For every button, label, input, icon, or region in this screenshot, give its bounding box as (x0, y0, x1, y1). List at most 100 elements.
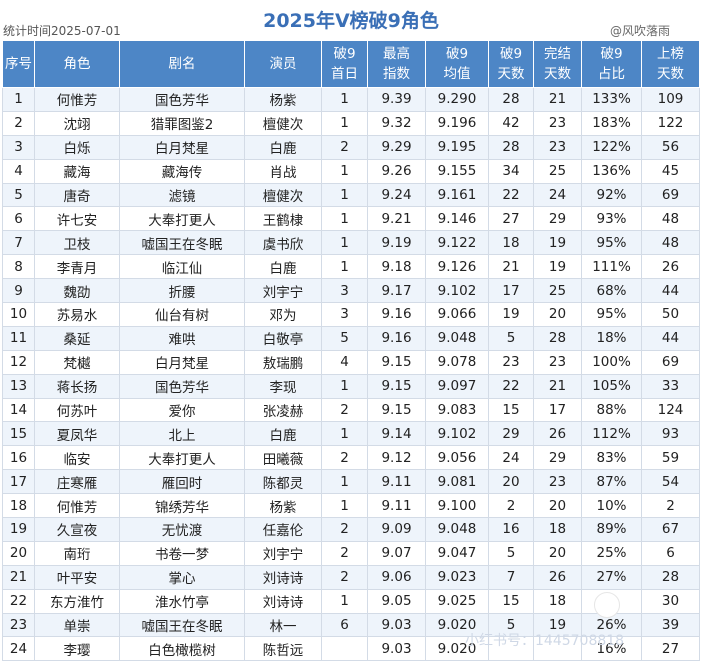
table-cell: 105% (581, 373, 642, 399)
table-cell: 沈翊 (34, 110, 120, 136)
table-cell: 28 (488, 134, 534, 160)
table-cell: 9.048 (425, 325, 489, 351)
table-cell: 28 (488, 87, 534, 112)
column-header-label: 均值 (443, 66, 471, 82)
table-cell: 33 (641, 373, 700, 399)
table-cell: 5 (321, 325, 368, 351)
table-cell: 28 (641, 564, 700, 590)
table-cell: 9.102 (425, 421, 489, 447)
column-header: 破9 占比 (581, 40, 642, 88)
table-row: 16 临安 大奉打更人 田曦薇 2 9.12 9.056 24 29 83% 59 (2, 445, 700, 471)
table-cell: 1 (321, 230, 368, 256)
table-cell: 嘘国王在冬眠 (119, 612, 245, 638)
table-cell: 李璎 (34, 636, 120, 661)
column-header-label: 破9 (499, 46, 523, 62)
table-cell: 1 (321, 421, 368, 447)
table-cell: 刘诗诗 (244, 588, 322, 614)
table-cell: 183% (581, 110, 642, 136)
table-cell: 9.15 (367, 397, 426, 423)
table-row: 23 单崇 嘘国王在冬眠 林一 6 9.03 9.020 5 19 26% 39 (2, 612, 700, 638)
table-cell: 国色芳华 (119, 373, 245, 399)
table-row: 1 何惟芳 国色芳华 杨紫 1 9.39 9.290 28 21 133% 109 (2, 87, 700, 112)
table-cell: 淮水竹亭 (119, 588, 245, 614)
table-cell: 21 (488, 254, 534, 280)
table-cell: 虞书欣 (244, 230, 322, 256)
table-cell: 刘诗诗 (244, 564, 322, 590)
table-cell: 67 (641, 517, 700, 542)
table-cell: 临江仙 (119, 254, 245, 280)
table-cell: 21 (533, 373, 582, 399)
table-row: 14 何苏叶 爱你 张凌赫 2 9.15 9.083 15 17 88% 124 (2, 397, 700, 423)
table-cell: 13 (2, 373, 35, 399)
table-cell: 8 (2, 254, 35, 280)
table-cell: 122 (641, 110, 700, 136)
table-cell: 3 (321, 278, 368, 304)
table-cell: 9.18 (367, 254, 426, 280)
table-cell: 5 (488, 325, 534, 351)
table-cell: 魏劭 (34, 278, 120, 304)
column-header-label: 演员 (269, 56, 297, 72)
table-cell: 9.083 (425, 397, 489, 423)
table-cell: 2 (2, 110, 35, 136)
table-header-row: 序号 角色 剧名 演员 破9 首日 最高 指数 破9 均值 破9 天数 完结 天数 破9 占比 上榜 天数 (2, 40, 700, 88)
table-cell: 2 (321, 517, 368, 542)
table-cell: 18 (533, 517, 582, 542)
table-cell: 9.24 (367, 182, 426, 208)
table-cell: 折腰 (119, 278, 245, 304)
table-cell: 2 (488, 493, 534, 519)
table-cell: 34 (488, 158, 534, 184)
table-cell: 39 (641, 612, 700, 638)
table-cell: 29 (533, 445, 582, 471)
table-cell: 9.21 (367, 206, 426, 232)
table-cell: 爱你 (119, 397, 245, 423)
table-row: 4 藏海 藏海传 肖战 1 9.26 9.155 34 25 136% 45 (2, 158, 700, 184)
table-row: 11 桑延 难哄 白敬亭 5 9.16 9.048 5 28 18% 44 (2, 325, 700, 351)
table-cell: 何苏叶 (34, 397, 120, 423)
table-cell: 林一 (244, 612, 322, 638)
column-header-label: 序号 (5, 56, 32, 72)
table-cell: 9.023 (425, 564, 489, 590)
table-cell: 9.03 (367, 636, 426, 661)
column-header-label: 指数 (383, 66, 410, 82)
column-header: 剧名 (119, 40, 245, 88)
table-cell: 10% (581, 493, 642, 519)
table-cell: 21 (533, 87, 582, 112)
table-cell: 83% (581, 445, 642, 471)
table-cell: 梵樾 (34, 349, 120, 375)
table-cell: 2 (321, 445, 368, 471)
column-header: 序号 (2, 40, 35, 88)
footer-watermark: 小红书号：1445708818 (465, 633, 625, 649)
table-cell: 杨紫 (244, 87, 322, 112)
table-cell: 刘宇宁 (244, 540, 322, 566)
table-cell: 1 (321, 182, 368, 208)
page-title: 2025年V榜破9角色 (263, 10, 439, 32)
table-cell: 9.15 (367, 373, 426, 399)
table-row: 13 蒋长扬 国色芳华 李现 1 9.15 9.097 22 21 105% 33 (2, 373, 700, 399)
table-row: 20 南珩 书卷一梦 刘宇宁 2 9.07 9.047 5 20 25% 6 (2, 540, 700, 566)
column-header-label: 占比 (598, 66, 625, 82)
table-cell: 仙台有树 (119, 302, 245, 327)
table-cell: 23 (533, 134, 582, 160)
table-cell: 27 (641, 636, 700, 661)
table-cell: 17 (488, 278, 534, 304)
table-cell: 肖战 (244, 158, 322, 184)
table-cell: 42 (488, 110, 534, 136)
table-cell: 18 (2, 493, 35, 519)
table-cell: 95% (581, 302, 642, 327)
column-header-label: 完结 (544, 46, 571, 62)
table-cell: 9.11 (367, 469, 426, 495)
table-cell: 滤镜 (119, 182, 245, 208)
table-row: 10 苏易水 仙台有树 邓为 3 9.16 9.066 19 20 95% 50 (2, 302, 700, 327)
table-cell: 9.161 (425, 182, 489, 208)
table-cell: 无忧渡 (119, 517, 245, 542)
table-cell: 夏凤华 (34, 421, 120, 447)
table-cell: 6 (321, 612, 368, 638)
table-cell: 24 (488, 445, 534, 471)
table-cell: 2 (641, 493, 700, 519)
table-cell: 1 (321, 158, 368, 184)
table-cell: 难哄 (119, 325, 245, 351)
table-cell: 16 (488, 517, 534, 542)
column-header: 破9 天数 (488, 40, 534, 88)
table-cell: 9.39 (367, 87, 426, 112)
table-cell: 9.102 (425, 278, 489, 304)
